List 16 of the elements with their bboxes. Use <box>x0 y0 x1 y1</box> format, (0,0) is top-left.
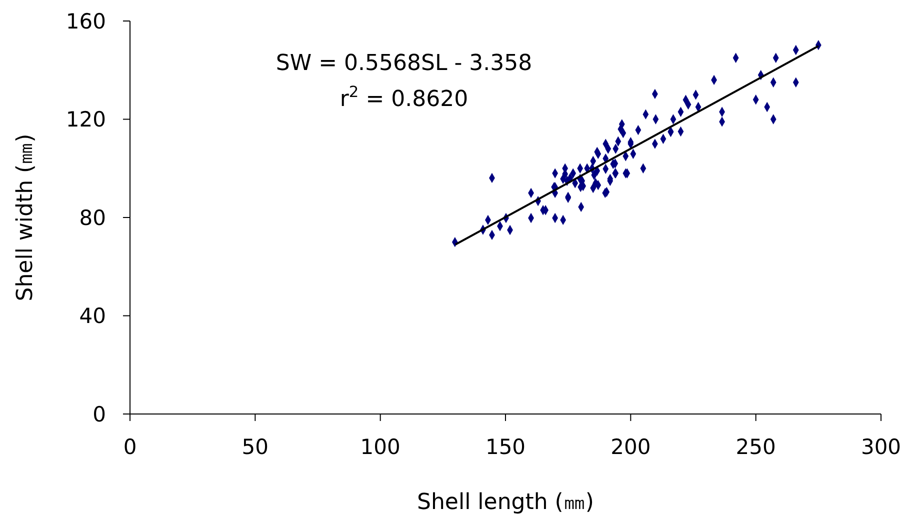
y-tick-label: 120 <box>66 108 106 132</box>
y-axis-title: Shell width (㎜) <box>13 134 38 302</box>
x-axis-title: Shell length (㎜) <box>417 490 594 515</box>
y-tick-label: 80 <box>79 206 106 230</box>
y-tick-label: 40 <box>79 304 106 328</box>
x-tick-label: 200 <box>610 435 651 459</box>
annotation: SW = 0.5568SL - 3.358 <box>276 51 532 76</box>
x-tick-label: 300 <box>860 435 902 459</box>
x-tick-label: 250 <box>736 435 776 459</box>
annotation: r$^{2}$ = 0.8620 <box>340 83 468 112</box>
x-tick-label: 50 <box>242 435 269 459</box>
x-tick-label: 150 <box>485 435 526 459</box>
x-tick-label: 100 <box>360 435 400 459</box>
x-tick-label: 0 <box>123 435 137 459</box>
y-tick-label: 0 <box>92 402 106 426</box>
y-tick-label: 160 <box>66 9 106 34</box>
